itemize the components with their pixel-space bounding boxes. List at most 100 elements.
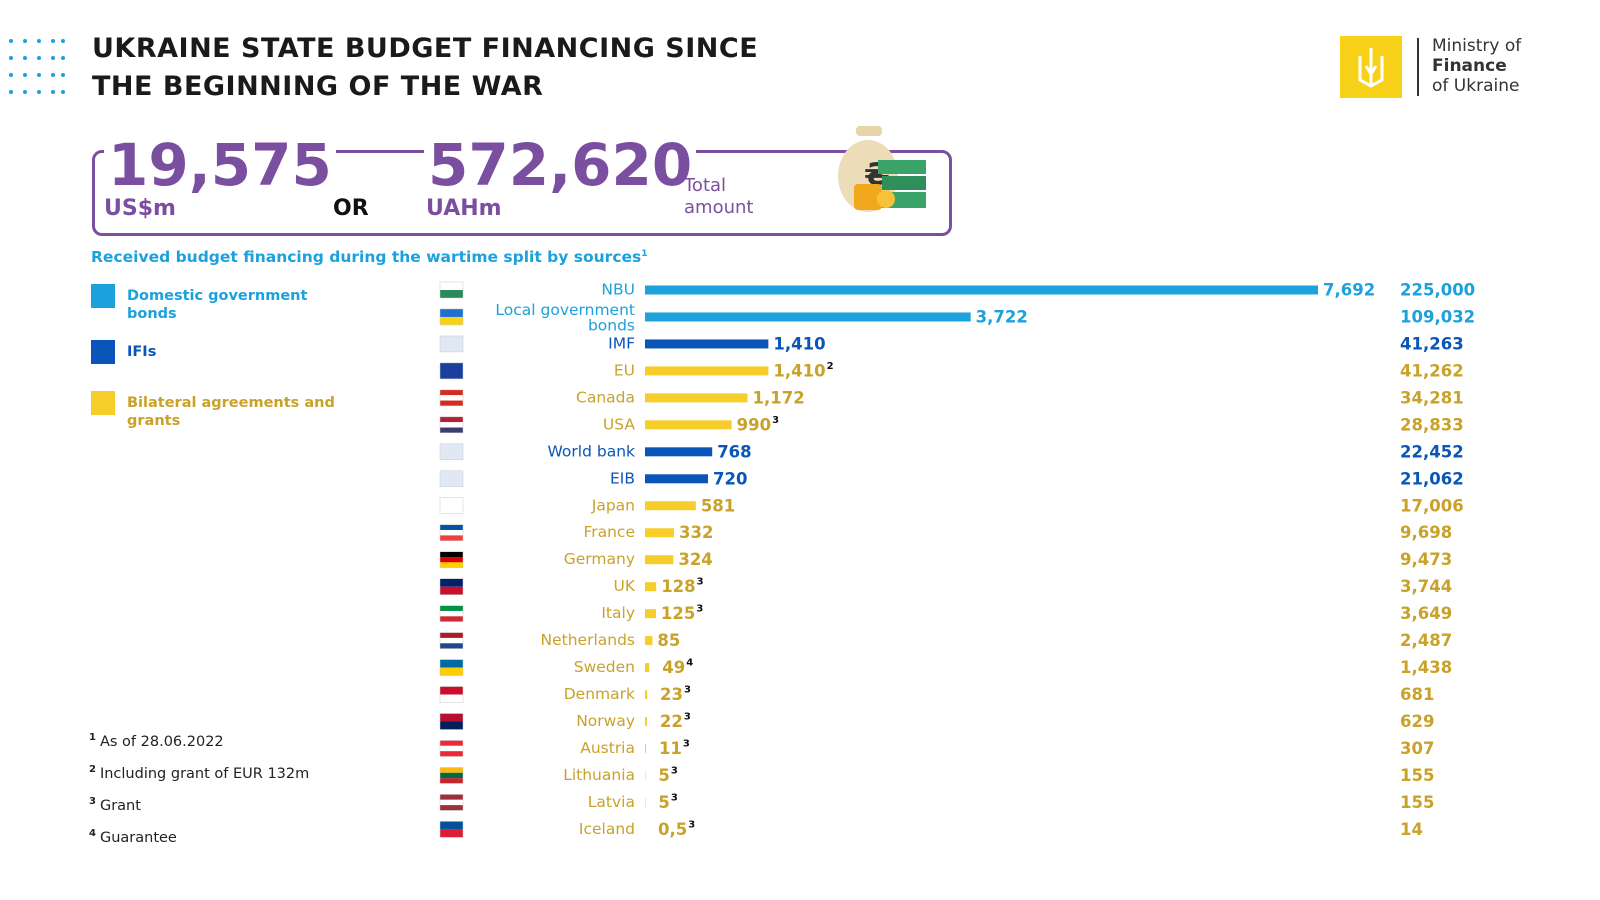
flag: [440, 740, 463, 746]
flag: [440, 713, 463, 722]
bar: [645, 393, 748, 403]
category-label: NBU: [601, 281, 635, 299]
flag-border: [439, 281, 464, 299]
uah-value: 1,438: [1400, 658, 1452, 677]
bar: [645, 366, 769, 376]
flag: [440, 551, 463, 558]
flag: [440, 829, 463, 838]
flag-border: [439, 713, 464, 730]
bar: [645, 663, 650, 673]
uah-value: 22,452: [1400, 442, 1464, 461]
bar: [645, 447, 713, 457]
uah-value: 9,473: [1400, 550, 1452, 569]
uah-value: 3,744: [1400, 577, 1452, 596]
category-label: USA: [603, 415, 635, 433]
flag-border: [439, 551, 464, 568]
uah-value: 155: [1400, 793, 1434, 812]
value-note: 4: [686, 658, 693, 669]
value-note: 3: [671, 792, 678, 803]
value-note: 2: [827, 361, 834, 372]
flag-border: [439, 821, 464, 838]
flag: [440, 751, 463, 757]
value-note: 3: [688, 819, 695, 830]
flag-border: [439, 578, 464, 595]
uah-value: 21,062: [1400, 469, 1464, 488]
logo: Ministry of Finance of Ukraine: [1340, 36, 1540, 100]
flag: [440, 667, 463, 676]
footnote: 3 Grant: [89, 796, 141, 814]
bar: [645, 743, 646, 753]
subtitle-note: 1: [641, 248, 648, 259]
title: UKRAINE STATE BUDGET FINANCING SINCE THE…: [92, 30, 758, 106]
value-label: 128: [661, 577, 695, 596]
flag: [440, 524, 463, 531]
legend-swatch: [91, 391, 115, 415]
flag: [440, 632, 463, 638]
subtitle-text: Received budget financing during the war…: [91, 248, 642, 266]
value-label: 768: [717, 442, 751, 461]
footnote: 2 Including grant of EUR 132m: [89, 764, 309, 782]
category-label: Iceland: [579, 820, 635, 838]
legend-swatch: [91, 284, 115, 308]
uah-value: 14: [1400, 820, 1423, 839]
flag: [440, 586, 463, 595]
flag-border: [439, 389, 464, 407]
flag: [440, 562, 463, 568]
flag: [440, 335, 463, 352]
uah-value: 2,487: [1400, 631, 1452, 650]
legend-swatch: [91, 340, 115, 364]
value-label: 3,722: [976, 307, 1028, 326]
bar: [645, 501, 696, 511]
caption-line: amount: [684, 197, 754, 218]
flag-border: [439, 605, 464, 622]
uah-value: 41,263: [1400, 334, 1464, 353]
dots-decoration: [9, 39, 65, 94]
category-label: Lithuania: [563, 766, 635, 784]
flag: [440, 745, 463, 752]
uah-value: 3,649: [1400, 604, 1452, 623]
category-label: UK: [613, 577, 635, 595]
bar: [645, 312, 971, 322]
uah-value: 681: [1400, 685, 1434, 704]
category-label: Local government bonds: [495, 300, 635, 334]
value-label: 85: [657, 631, 680, 650]
uah-value: 34,281: [1400, 388, 1464, 407]
flag-border: [439, 308, 464, 326]
footnote-mark: 3: [89, 796, 96, 807]
category-label: Denmark: [564, 685, 635, 703]
logo-line: of Ukraine: [1432, 76, 1520, 96]
bar: [645, 420, 732, 430]
bar: [645, 582, 657, 592]
value-label: 5: [658, 793, 669, 812]
flag: [440, 659, 463, 668]
uah-value: 307: [1400, 739, 1434, 758]
flag: [440, 443, 463, 460]
value-label: 7,692: [1323, 281, 1375, 300]
flag: [440, 362, 463, 379]
footnote-text: As of 28.06.2022: [99, 733, 224, 750]
flag: [440, 395, 463, 401]
flag: [440, 616, 463, 622]
flag: [440, 308, 463, 317]
value-note: 3: [684, 712, 691, 723]
flag-border: [439, 416, 464, 434]
value-label: 0,5: [658, 820, 687, 839]
flag: [440, 721, 463, 730]
bar: [645, 609, 656, 619]
money-icon: ₴: [838, 126, 926, 212]
logo-line: Finance: [1432, 56, 1507, 76]
total-caption: Total amount: [684, 175, 753, 219]
flag: [440, 416, 463, 423]
footnote-mark: 4: [89, 828, 96, 839]
flag-border: [439, 524, 464, 541]
flag: [440, 799, 463, 806]
flag: [440, 422, 463, 428]
total-usd: 19,575: [104, 136, 336, 194]
total-uah-unit: UAHm: [426, 196, 502, 221]
flag-border: [439, 362, 464, 380]
bar: [645, 717, 647, 727]
flag-border: [439, 686, 464, 703]
value-label: 332: [679, 523, 713, 542]
value-label: 22: [660, 712, 683, 731]
